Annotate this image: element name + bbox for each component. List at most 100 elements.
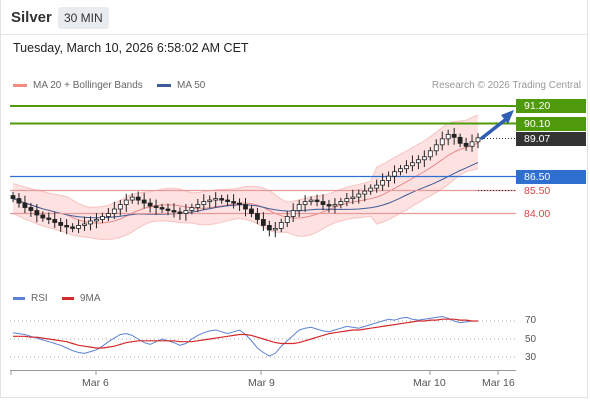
candle-body	[183, 210, 189, 214]
level-label-r1: 90.10	[516, 117, 586, 131]
candle-body	[427, 150, 433, 158]
forecast-arrow	[480, 110, 514, 140]
rsi-label-30: 30	[525, 352, 537, 363]
x-label-mar10: Mar 10	[413, 377, 446, 389]
candlesticks	[10, 127, 481, 238]
candle-body	[445, 133, 451, 140]
x-label-mar16: Mar 16	[482, 377, 515, 389]
candle-body	[123, 199, 129, 205]
candle-body	[338, 201, 344, 205]
candle-body	[52, 219, 58, 223]
candle-body	[22, 202, 28, 208]
candle-body	[117, 204, 123, 210]
candle-body	[231, 201, 236, 204]
legend-ma20: MA 20 + Bollinger Bands	[13, 80, 143, 91]
candle-body	[165, 208, 171, 211]
candle-body	[386, 175, 391, 182]
candle-body	[457, 136, 463, 144]
candle-body	[392, 171, 397, 177]
candle-body	[225, 199, 231, 202]
candle-body	[201, 201, 207, 205]
candle-body	[147, 202, 153, 207]
bollinger-upper-line	[12, 114, 479, 208]
candle-body	[88, 220, 93, 225]
candle-body	[296, 204, 302, 211]
candle-body	[94, 219, 99, 222]
candle-body	[58, 222, 64, 226]
timestamp: Tuesday, March 10, 2026 6:58:02 AM CET	[13, 41, 249, 55]
x-label-mar6: Mar 6	[82, 377, 109, 389]
candle-body	[266, 225, 272, 231]
candle-body	[237, 202, 242, 205]
candle-body	[284, 216, 290, 223]
x-label-mar9: Mar 9	[248, 377, 275, 389]
candle-body	[10, 195, 16, 199]
candle-body	[153, 205, 159, 208]
candle-body	[290, 210, 296, 217]
ma50-swatch	[157, 84, 171, 87]
level-label-s2: 84.00	[524, 208, 551, 220]
level-label-r2: 91.20	[516, 99, 586, 113]
candle-body	[433, 144, 439, 152]
candle-body	[475, 137, 481, 143]
legend-rsi-label: RSI	[31, 293, 48, 304]
candle-body	[46, 217, 52, 220]
candle-body	[82, 223, 87, 226]
candle-body	[159, 207, 165, 210]
level-label-pivot: 86.50	[516, 170, 586, 184]
candle-body	[380, 180, 386, 186]
candle-body	[469, 141, 475, 147]
candle-body	[320, 201, 326, 205]
candle-body	[272, 228, 278, 231]
rsi-9ma-line	[13, 318, 478, 349]
ma20-swatch	[13, 84, 27, 87]
candle-body	[249, 208, 254, 214]
candle-body	[100, 216, 105, 220]
candle-body	[135, 196, 141, 201]
candle-body	[326, 204, 332, 207]
timeframe-button[interactable]: 30 MIN	[58, 7, 109, 29]
9ma-swatch	[62, 297, 74, 300]
candle-body	[213, 198, 219, 201]
legend-rsi: RSI	[13, 293, 48, 304]
candle-body	[64, 225, 70, 228]
candle-body	[28, 207, 34, 211]
candle-body	[439, 138, 445, 146]
candle-body	[398, 168, 403, 173]
candle-body	[129, 196, 135, 201]
candle-body	[314, 199, 320, 202]
candle-body	[40, 214, 46, 219]
candle-body	[350, 196, 356, 199]
candle-body	[189, 207, 195, 211]
candle-body	[451, 133, 457, 138]
candle-body	[243, 204, 248, 210]
candle-body	[421, 156, 427, 161]
candle-body	[16, 198, 22, 204]
legend-9ma-label: 9MA	[80, 293, 101, 304]
rsi-label-70: 70	[525, 315, 537, 326]
candle-body	[219, 198, 225, 201]
candle-body	[105, 213, 111, 217]
candle-body	[260, 219, 266, 226]
candle-body	[410, 162, 415, 167]
instrument-title: Silver	[11, 9, 52, 26]
candle-body	[76, 225, 81, 229]
candle-body	[308, 199, 314, 202]
candle-body	[141, 199, 147, 204]
legend-9ma: 9MA	[62, 293, 101, 304]
level-label-last: 89.07	[516, 132, 586, 146]
candle-body	[171, 210, 177, 213]
candle-body	[368, 187, 374, 192]
candle-body	[356, 193, 362, 198]
candle-body	[207, 199, 213, 202]
candle-body	[255, 213, 260, 220]
candle-body	[362, 190, 368, 195]
candle-body	[374, 184, 380, 189]
copyright-text: Research © 2026 Trading Central	[431, 80, 581, 91]
candle-body	[463, 142, 469, 147]
candle-body	[177, 211, 183, 214]
candle-body	[195, 204, 201, 208]
legend-ma50: MA 50	[157, 80, 205, 91]
rsi-label-50: 50	[525, 334, 537, 345]
